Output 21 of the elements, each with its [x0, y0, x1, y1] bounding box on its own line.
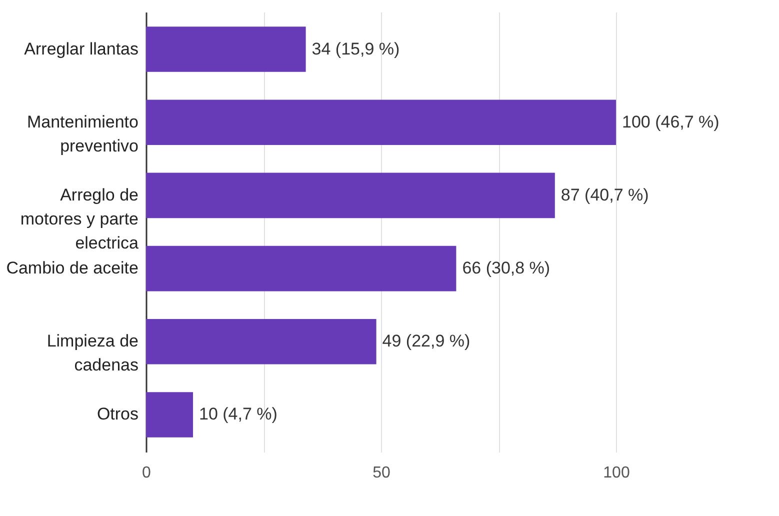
bar — [146, 246, 456, 292]
y-tick-label: Arreglo de motores y parte electrica — [20, 185, 140, 252]
data-label: 49 (22,9 %) — [382, 332, 470, 351]
x-tick-label: 50 — [372, 464, 390, 482]
y-tick-label: Otros — [96, 404, 138, 424]
data-label: 100 (46,7 %) — [622, 112, 720, 132]
data-label: 66 (30,8 %) — [462, 258, 550, 278]
y-tick-label: Cambio de aceite — [6, 258, 138, 278]
data-label: 87 (40,7 %) — [560, 185, 649, 204]
y-tick-label: Limpieza de cadenas — [46, 332, 138, 375]
bar — [146, 318, 376, 364]
bar — [146, 26, 306, 72]
x-tick-label: 100 — [603, 464, 630, 482]
bar — [146, 172, 555, 218]
y-tick-label: Mantenimiento preventivo — [26, 112, 138, 156]
y-tick-label: Arreglar llantas — [24, 39, 138, 58]
bar — [146, 392, 193, 438]
x-tick-label: 0 — [142, 464, 152, 482]
data-label: 10 (4,7 %) — [199, 404, 278, 424]
bar — [146, 100, 616, 146]
data-label: 34 (15,9 %) — [312, 39, 400, 58]
